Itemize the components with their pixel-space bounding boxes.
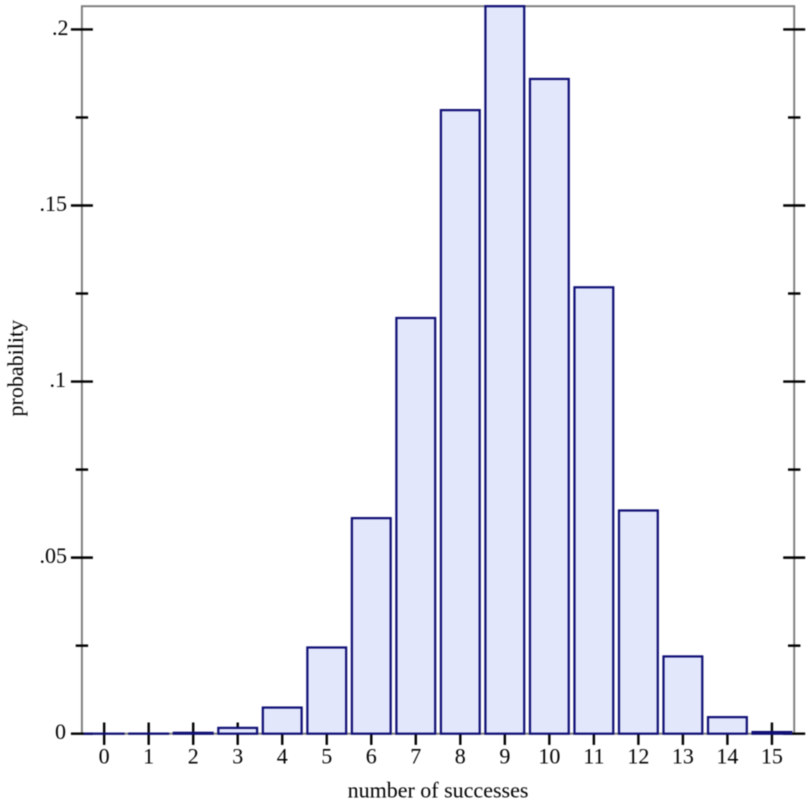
svg-text:.15: .15	[40, 191, 68, 216]
svg-text:8: 8	[455, 743, 466, 768]
svg-text:0: 0	[55, 719, 66, 744]
svg-text:3: 3	[232, 743, 243, 768]
svg-text:number of successes: number of successes	[348, 778, 529, 803]
svg-text:.05: .05	[40, 543, 68, 568]
svg-text:0: 0	[99, 743, 110, 768]
svg-text:2: 2	[188, 743, 199, 768]
svg-text:.2: .2	[52, 15, 69, 40]
svg-text:1: 1	[143, 743, 154, 768]
svg-text:.1: .1	[50, 367, 67, 392]
svg-text:12: 12	[627, 743, 649, 768]
svg-text:15: 15	[761, 743, 783, 768]
svg-text:probability: probability	[3, 320, 28, 417]
svg-text:6: 6	[366, 743, 377, 768]
svg-text:10: 10	[538, 743, 560, 768]
svg-text:11: 11	[583, 743, 604, 768]
svg-text:13: 13	[672, 743, 694, 768]
svg-text:14: 14	[716, 743, 738, 768]
svg-text:9: 9	[499, 743, 510, 768]
svg-text:7: 7	[410, 743, 421, 768]
svg-text:5: 5	[321, 743, 332, 768]
svg-text:4: 4	[277, 743, 288, 768]
